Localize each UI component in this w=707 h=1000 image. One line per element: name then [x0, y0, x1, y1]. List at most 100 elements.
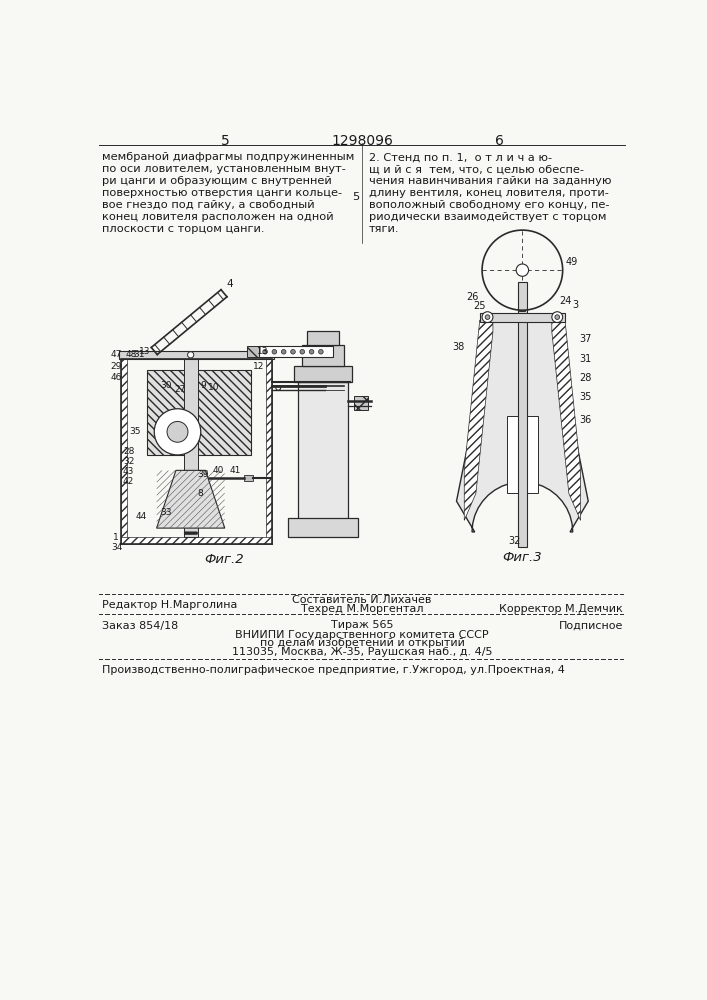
Text: Подписное: Подписное: [559, 620, 623, 631]
Text: 1: 1: [113, 533, 119, 542]
Circle shape: [272, 349, 276, 354]
Bar: [121, 359, 272, 544]
Text: 4: 4: [227, 279, 233, 289]
Bar: [354, 396, 368, 410]
Text: 31: 31: [580, 354, 592, 364]
Circle shape: [276, 386, 281, 390]
Circle shape: [485, 315, 490, 319]
Circle shape: [555, 315, 559, 319]
Circle shape: [300, 349, 305, 354]
Circle shape: [319, 349, 323, 354]
Text: 3: 3: [572, 300, 578, 310]
Bar: [247, 346, 259, 357]
Text: поверхностью отверстия цанги кольце-: поверхностью отверстия цанги кольце-: [103, 188, 342, 198]
Bar: [119, 351, 274, 359]
Text: риодически взаимодействует с торцом: риодически взаимодействует с торцом: [369, 212, 607, 222]
Text: 29: 29: [110, 362, 122, 371]
Bar: [293, 366, 352, 382]
Polygon shape: [457, 320, 588, 532]
Polygon shape: [552, 320, 580, 520]
Text: 9: 9: [200, 381, 206, 390]
Text: 41: 41: [230, 466, 241, 475]
Text: 37: 37: [580, 334, 592, 344]
Text: 26: 26: [466, 292, 478, 302]
Text: 39: 39: [197, 470, 209, 479]
Text: 36: 36: [580, 415, 592, 425]
Text: 12: 12: [253, 362, 264, 371]
Bar: [507, 416, 538, 493]
Text: 24: 24: [559, 296, 571, 306]
Text: Корректор М.Демчик: Корректор М.Демчик: [499, 604, 623, 614]
Text: 13: 13: [257, 347, 269, 356]
Text: 6: 6: [495, 134, 503, 148]
Text: 35: 35: [580, 392, 592, 402]
Text: 5: 5: [221, 134, 230, 148]
Text: 1298096: 1298096: [331, 134, 393, 148]
Bar: [244, 475, 253, 481]
Text: Редактор Н.Марголина: Редактор Н.Марголина: [103, 600, 238, 610]
Text: 31: 31: [133, 350, 144, 359]
Text: 42: 42: [123, 477, 134, 486]
Text: конец ловителя расположен на одной: конец ловителя расположен на одной: [103, 212, 334, 222]
Circle shape: [516, 264, 529, 276]
Text: Производственно-полиграфическое предприятие, г.Ужгород, ул.Проектная, 4: Производственно-полиграфическое предприя…: [103, 665, 565, 675]
Text: 32: 32: [123, 457, 134, 466]
Text: 44: 44: [136, 512, 146, 521]
Text: 38: 38: [452, 342, 465, 352]
Text: 10: 10: [208, 383, 220, 392]
Text: 25: 25: [474, 301, 486, 311]
Bar: [307, 331, 339, 345]
Circle shape: [552, 312, 563, 323]
Text: ри цанги и образующим с внутренней: ри цанги и образующим с внутренней: [103, 176, 332, 186]
Text: ВНИИПИ Государственного комитета СССР: ВНИИПИ Государственного комитета СССР: [235, 630, 489, 640]
Bar: [301, 345, 344, 366]
Circle shape: [291, 349, 296, 354]
Circle shape: [263, 349, 267, 354]
Text: 47: 47: [110, 350, 122, 359]
Text: воположный свободному его концу, пе-: воположный свободному его концу, пе-: [369, 200, 609, 210]
Text: длину вентиля, конец ловителя, проти-: длину вентиля, конец ловителя, проти-: [369, 188, 609, 198]
Circle shape: [187, 352, 194, 358]
Bar: [184, 359, 198, 537]
Text: 113035, Москва, Ж-35, Раушская наб., д. 4/5: 113035, Москва, Ж-35, Раушская наб., д. …: [232, 647, 492, 657]
Bar: [518, 282, 527, 547]
Text: 40: 40: [213, 466, 224, 475]
Circle shape: [281, 349, 286, 354]
Text: вое гнездо под гайку, а свободный: вое гнездо под гайку, а свободный: [103, 200, 315, 210]
Circle shape: [167, 421, 188, 442]
Text: 2. Стенд по п. 1,  о т л и ч а ю-: 2. Стенд по п. 1, о т л и ч а ю-: [369, 152, 552, 162]
Text: Техред М.Моргентал: Техред М.Моргентал: [300, 604, 423, 614]
Text: 28: 28: [123, 447, 134, 456]
Text: Заказ 854/18: Заказ 854/18: [103, 620, 179, 631]
Bar: [259, 346, 332, 357]
Text: 13: 13: [139, 347, 151, 356]
Text: по делам изобретений и открытий: по делам изобретений и открытий: [259, 638, 464, 648]
Text: 46: 46: [110, 373, 122, 382]
Text: 27: 27: [174, 385, 185, 394]
Text: 35: 35: [129, 427, 141, 436]
Bar: [298, 382, 348, 520]
Text: Составитель И.Лихачев: Составитель И.Лихачев: [292, 595, 432, 605]
Text: Фиг.3: Фиг.3: [503, 551, 542, 564]
Text: 32: 32: [508, 536, 521, 546]
Text: 43: 43: [123, 467, 134, 476]
Bar: [146, 370, 251, 455]
Text: плоскости с торцом цанги.: плоскости с торцом цанги.: [103, 224, 265, 234]
Text: Тираж 565: Тираж 565: [331, 620, 393, 631]
Polygon shape: [156, 470, 225, 528]
Text: по оси ловителем, установленным внут-: по оси ловителем, установленным внут-: [103, 164, 346, 174]
Circle shape: [309, 349, 314, 354]
Polygon shape: [464, 320, 493, 520]
Text: 33: 33: [160, 508, 172, 517]
Text: 49: 49: [566, 257, 578, 267]
Text: мембраной диафрагмы подпружиненным: мембраной диафрагмы подпружиненным: [103, 152, 355, 162]
Bar: [480, 312, 565, 322]
Text: чения навинчивания гайки на заданную: чения навинчивания гайки на заданную: [369, 176, 612, 186]
Text: 34: 34: [112, 543, 123, 552]
Text: 28: 28: [580, 373, 592, 383]
Text: 5: 5: [352, 192, 359, 202]
Circle shape: [154, 409, 201, 455]
Bar: [121, 537, 272, 544]
Text: тяги.: тяги.: [369, 224, 399, 234]
Circle shape: [482, 312, 493, 323]
